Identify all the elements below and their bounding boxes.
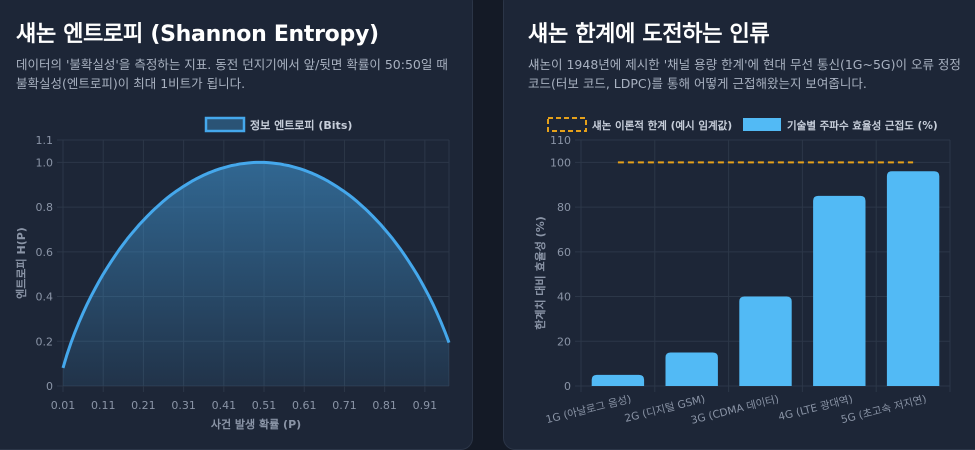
bar-y-axis-title: 한계치 대비 효율성 (%): [533, 216, 547, 330]
entropy-y-tick-label: 1.0: [36, 156, 54, 169]
entropy-x-tick-label: 0.21: [131, 399, 156, 412]
entropy-y-axis-title: 엔트로피 H(P): [14, 227, 28, 299]
bar-y-tick-label: 100: [550, 156, 571, 169]
entropy-y-tick-label: 0.6: [36, 246, 54, 259]
entropy-x-tick-label: 0.71: [332, 399, 357, 412]
entropy-legend-label: 정보 엔트로피 (Bits): [250, 118, 352, 132]
bar-category-label: 1G (아날로그 음성): [545, 393, 633, 426]
entropy-x-tick-label: 0.91: [413, 399, 438, 412]
entropy-area-fill: [63, 162, 449, 386]
entropy-x-axis-title: 사건 발생 확률 (P): [211, 417, 301, 431]
bar-legend-swatch: [743, 118, 781, 131]
bar-y-tick-label: 60: [557, 246, 571, 259]
limit-legend-label: 섀논 이론적 한계 (예시 임계값): [592, 119, 732, 132]
entropy-x-tick-label: 0.61: [292, 399, 317, 412]
entropy-y-tick-label: 1.1: [36, 134, 54, 147]
bar-y-tick-label: 80: [557, 201, 571, 214]
entropy-x-tick-label: 0.41: [212, 399, 237, 412]
shannon-limit-card-title: 섀논 한계에 도전하는 인류: [528, 22, 770, 47]
entropy-y-tick-label: 0.4: [36, 291, 54, 304]
entropy-x-tick-label: 0.11: [91, 399, 116, 412]
shannon-limit-card-description: 섀논이 1948년에 제시한 '채널 용량 한계'에 현대 무선 통신(1G~5…: [528, 57, 961, 91]
bar-2: [665, 352, 718, 386]
entropy-legend-swatch: [204, 116, 246, 133]
entropy-x-tick-label: 0.51: [252, 399, 277, 412]
bar-y-tick-label: 110: [550, 134, 571, 147]
bar-category-label: 5G (초고속 저지연): [840, 393, 928, 426]
entropy-series-line: [61, 160, 451, 369]
entropy-x-tick-label: 0.31: [171, 399, 196, 412]
bar-5: [886, 171, 940, 386]
entropy-y-tick-label: 0.2: [36, 335, 54, 348]
bar-3: [739, 296, 792, 386]
bar-1: [591, 374, 645, 386]
bar-legend-label: 기술별 주파수 효율성 근접도 (%): [787, 119, 938, 132]
entropy-card-description: 데이터의 '불확실성'을 측정하는 지표. 동전 던지기에서 앞/뒷면 확률이 …: [16, 57, 448, 91]
entropy-x-tick-label: 0.01: [51, 399, 76, 412]
entropy-card-title: 섀논 엔트로피 (Shannon Entropy): [16, 22, 379, 47]
entropy-x-tick-label: 0.81: [372, 399, 397, 412]
entropy-y-tick-label: 0: [46, 380, 53, 393]
entropy-y-tick-label: 0.8: [36, 201, 54, 214]
bar-y-tick-label: 20: [557, 335, 571, 348]
limit-legend-swatch: [547, 117, 587, 132]
bar-y-tick-label: 40: [557, 291, 571, 304]
bar-4: [813, 195, 866, 386]
bar-y-tick-label: 0: [564, 380, 571, 393]
